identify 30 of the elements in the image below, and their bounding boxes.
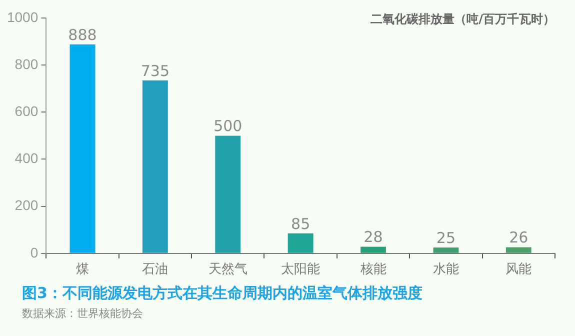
bar	[506, 247, 532, 253]
data-label: 28	[364, 228, 383, 246]
x-tick-label: 核能	[359, 260, 386, 276]
y-tick-label: 0	[30, 244, 38, 260]
data-label: 25	[436, 228, 456, 247]
bar	[360, 246, 386, 253]
data-label: 26	[509, 228, 528, 247]
source-note: 数据来源：世界核能协会	[22, 306, 143, 321]
bar	[142, 80, 168, 253]
bar	[433, 248, 459, 253]
bar	[288, 233, 314, 253]
x-tick-label: 风能	[506, 260, 532, 276]
x-tick-label: 水能	[432, 260, 459, 276]
y-tick-label: 400	[14, 150, 38, 166]
y-tick-label: 800	[14, 56, 38, 72]
y-tick-label: 600	[14, 103, 38, 120]
data-label: 888	[68, 26, 97, 44]
bar	[215, 136, 241, 253]
x-tick-label: 石油	[142, 260, 168, 276]
data-label: 85	[291, 214, 310, 233]
y-tick-label: 1000	[6, 8, 38, 25]
y-tick-label: 200	[14, 197, 38, 214]
bar	[70, 44, 96, 253]
y-axis-title: 二氧化碳排放量（吨/百万千瓦时）	[370, 12, 555, 26]
data-label: 735	[140, 62, 170, 80]
data-label: 500	[214, 117, 242, 136]
x-tick-label: 煤	[76, 260, 89, 276]
x-tick-label: 太阳能	[281, 260, 320, 276]
text: 图3：不同能源发电方式在其生命周期内的温室气体排放强度	[22, 284, 422, 303]
x-tick-label: 天然气	[208, 260, 248, 276]
